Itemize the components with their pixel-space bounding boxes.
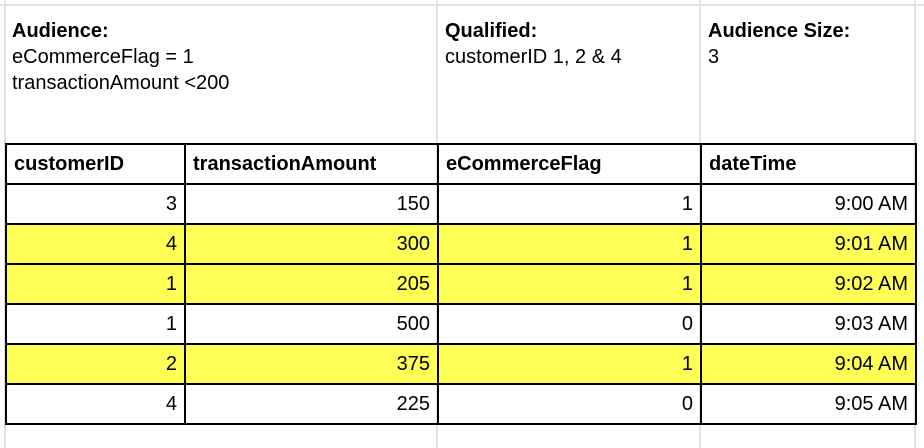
qualified-cell[interactable]: Qualified: customerID 1, 2 & 4 (445, 18, 622, 70)
cell-customerID[interactable]: 1 (5, 263, 186, 305)
cell-dateTime[interactable]: 9:04 AM (700, 343, 917, 385)
cell-customerID[interactable]: 2 (5, 343, 186, 385)
cell-dateTime[interactable]: 9:02 AM (700, 263, 917, 305)
table-row: 3 150 1 9:00 AM (5, 183, 917, 225)
cell-transactionAmount[interactable]: 375 (184, 343, 439, 385)
cell-eCommerceFlag[interactable]: 0 (437, 383, 702, 425)
cell-transactionAmount[interactable]: 300 (184, 223, 439, 265)
cell-eCommerceFlag[interactable]: 1 (437, 343, 702, 385)
table-row: 4 225 0 9:05 AM (5, 383, 917, 425)
cell-eCommerceFlag[interactable]: 1 (437, 183, 702, 225)
column-header-dateTime[interactable]: dateTime (700, 143, 917, 185)
cell-dateTime[interactable]: 9:00 AM (700, 183, 917, 225)
table-row: 1 500 0 9:03 AM (5, 303, 917, 345)
audience-criteria: eCommerceFlag = 1 (12, 46, 194, 68)
cell-dateTime[interactable]: 9:03 AM (700, 303, 917, 345)
table-row: 1 205 1 9:02 AM (5, 263, 917, 305)
column-header-eCommerceFlag[interactable]: eCommerceFlag (437, 143, 702, 185)
cell-dateTime[interactable]: 9:01 AM (700, 223, 917, 265)
cell-customerID[interactable]: 3 (5, 183, 186, 225)
cell-eCommerceFlag[interactable]: 0 (437, 303, 702, 345)
audience-criteria: transactionAmount <200 (12, 72, 230, 94)
qualified-label: Qualified: (445, 20, 538, 42)
qualified-value: customerID 1, 2 & 4 (445, 46, 622, 68)
gridline (0, 4, 924, 6)
cell-customerID[interactable]: 4 (5, 383, 186, 425)
gridline (4, 0, 6, 448)
cell-transactionAmount[interactable]: 225 (184, 383, 439, 425)
audience-size-cell[interactable]: Audience Size: 3 (708, 18, 850, 70)
cell-customerID[interactable]: 4 (5, 223, 186, 265)
audience-label: Audience: (12, 20, 109, 42)
table-row: 4 300 1 9:01 AM (5, 223, 917, 265)
audience-cell[interactable]: Audience: eCommerceFlag = 1 transactionA… (12, 18, 229, 96)
column-header-transactionAmount[interactable]: transactionAmount (184, 143, 439, 185)
table-row: 2 375 1 9:04 AM (5, 343, 917, 385)
cell-transactionAmount[interactable]: 205 (184, 263, 439, 305)
column-header-customerID[interactable]: customerID (5, 143, 186, 185)
cell-eCommerceFlag[interactable]: 1 (437, 263, 702, 305)
cell-transactionAmount[interactable]: 500 (184, 303, 439, 345)
audience-size-value: 3 (708, 46, 720, 68)
transactions-table: customerID transactionAmount eCommerceFlag… (5, 143, 917, 425)
header-row: customerID transactionAmount eCommerceFlag… (5, 143, 917, 185)
cell-eCommerceFlag[interactable]: 1 (437, 223, 702, 265)
cell-dateTime[interactable]: 9:05 AM (700, 383, 917, 425)
cell-customerID[interactable]: 1 (5, 303, 186, 345)
audience-size-label: Audience Size: (708, 20, 851, 42)
cell-transactionAmount[interactable]: 150 (184, 183, 439, 225)
